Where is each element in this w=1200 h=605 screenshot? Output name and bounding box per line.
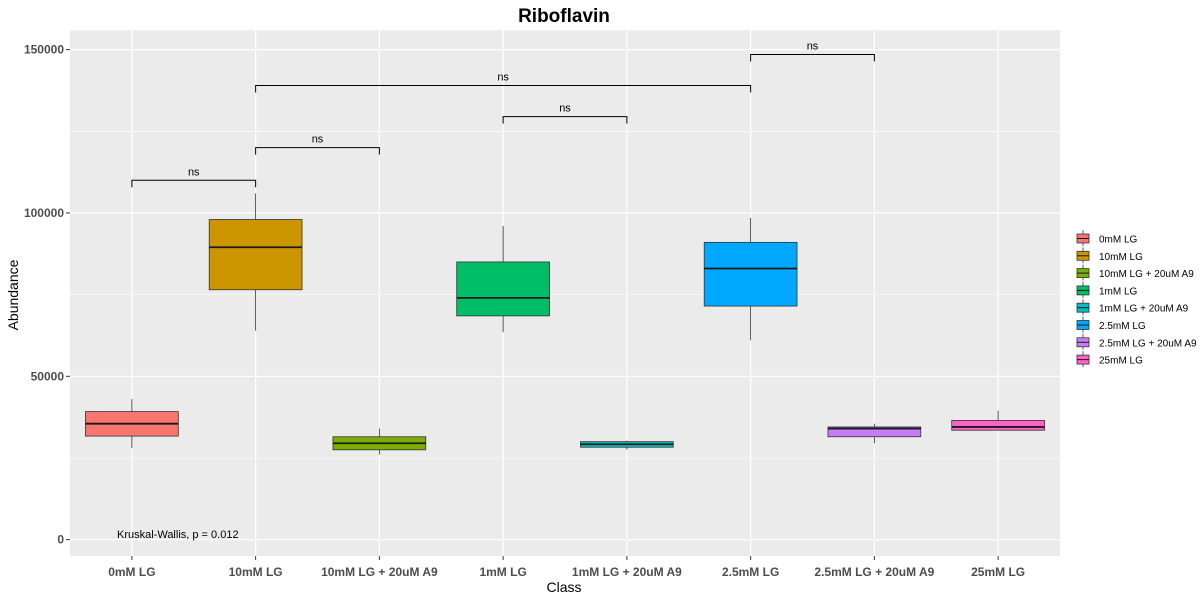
- x-axis: 0mM LG 10mM LG 10mM LG + 20uM A9 1mM LG 1mM …: [108, 556, 1025, 579]
- bracket-2: ns: [255, 134, 380, 155]
- x-tick-label: 10mM LG + 20uM A9: [321, 565, 438, 579]
- bracket-label: ns: [807, 41, 819, 53]
- box-6: [703, 217, 798, 341]
- x-tick-label: 25mM LG: [971, 565, 1025, 579]
- x-tick-label: 1mM LG: [479, 565, 526, 579]
- bracket-5: ns: [750, 41, 875, 62]
- x-tick-label: 2.5mM LG + 20uM A9: [814, 565, 934, 579]
- y-tick-label: 0: [57, 533, 64, 547]
- bracket-line: [131, 179, 257, 188]
- bracket-label: ns: [559, 103, 571, 115]
- y-tick-label: 100000: [24, 206, 64, 220]
- legend-item: 1mM LG + 20uM A9: [1076, 299, 1189, 316]
- legend-item: 2.5mM LG + 20uM A9: [1076, 333, 1197, 350]
- chart-title: Riboflavin: [518, 6, 610, 27]
- legend-item: 1mM LG: [1076, 281, 1138, 298]
- box-1: [85, 399, 179, 449]
- bracket-label: ns: [188, 166, 200, 178]
- legend-label: 25mM LG: [1099, 356, 1143, 367]
- bracket-4: ns: [255, 72, 752, 93]
- legend-label: 10mM LG: [1099, 252, 1143, 263]
- box-rect: [456, 261, 550, 317]
- test-annotation: Kruskal-Wallis, p = 0.012: [117, 529, 239, 541]
- x-tick-label: 10mM LG: [229, 565, 283, 579]
- legend-label: 2.5mM LG + 20uM A9: [1099, 338, 1197, 349]
- plot-panel: [70, 30, 1060, 556]
- legend-item: 10mM LG: [1076, 247, 1143, 264]
- box-series: [85, 193, 1045, 455]
- legend-label: 1mM LG: [1099, 286, 1138, 297]
- bracket-3: ns: [502, 103, 628, 124]
- legend-label: 0mM LG: [1099, 235, 1138, 246]
- y-axis: 0 50000 100000 150000: [24, 43, 70, 547]
- y-axis-label: Abundance: [5, 259, 21, 330]
- legend-item: 2.5mM LG: [1076, 316, 1146, 333]
- legend: 0mM LG 10mM LG 10mM LG + 20uM A9 1mM LG 1mM …: [1076, 230, 1197, 368]
- box-3: [332, 428, 427, 455]
- legend-label: 10mM LG + 20uM A9: [1099, 269, 1194, 280]
- y-tick-label: 150000: [24, 43, 64, 57]
- box-rect: [827, 426, 922, 438]
- box-2: [208, 193, 303, 331]
- x-tick-label: 2.5mM LG: [722, 565, 779, 579]
- box-rect: [703, 241, 798, 307]
- bracket-line: [750, 54, 875, 62]
- box-5: [580, 440, 674, 450]
- box-7: [827, 423, 922, 444]
- bracket-label: ns: [312, 134, 324, 146]
- x-tick-label: 1mM LG + 20uM A9: [572, 565, 682, 579]
- bracket-line: [255, 147, 380, 155]
- bracket-label: ns: [497, 72, 509, 84]
- x-axis-label: Class: [546, 579, 581, 595]
- legend-item: 10mM LG + 20uM A9: [1076, 264, 1194, 281]
- box-4: [456, 226, 550, 333]
- legend-label: 2.5mM LG: [1099, 321, 1146, 332]
- legend-item: 25mM LG: [1076, 351, 1143, 368]
- y-tick-label: 50000: [31, 369, 65, 383]
- significance-brackets: ns ns ns ns ns: [131, 41, 875, 188]
- box-8: [951, 410, 1045, 431]
- bracket-line: [255, 85, 752, 93]
- box-rect: [208, 219, 303, 291]
- bracket-line: [502, 116, 628, 124]
- legend-item: 0mM LG: [1076, 230, 1138, 246]
- box-rect: [951, 420, 1045, 431]
- bracket-1: ns: [131, 166, 257, 188]
- legend-label: 1mM LG + 20uM A9: [1099, 304, 1189, 315]
- x-tick-label: 0mM LG: [108, 565, 155, 579]
